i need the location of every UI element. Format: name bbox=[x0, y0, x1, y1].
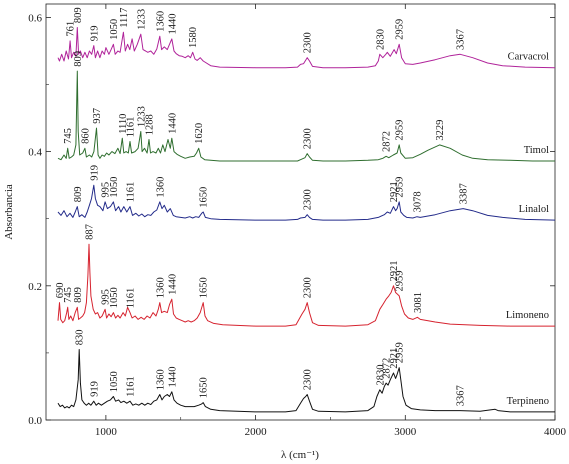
peak-label: 3367 bbox=[456, 29, 467, 50]
peak-label: 1440 bbox=[167, 367, 178, 388]
peak-label: 2959 bbox=[395, 271, 406, 292]
peak-label: 1620 bbox=[194, 123, 205, 144]
x-tick-label: 4000 bbox=[544, 426, 567, 438]
peak-label: 809 bbox=[73, 51, 84, 67]
peak-label: 830 bbox=[75, 329, 86, 345]
series-line-linalol bbox=[57, 184, 556, 221]
peak-label: 937 bbox=[92, 108, 103, 124]
peak-label: 3367 bbox=[456, 385, 467, 406]
peak-label: 995 bbox=[101, 289, 112, 305]
peak-label: 2300 bbox=[303, 277, 314, 298]
peak-label: 1360 bbox=[155, 277, 166, 298]
series-name-label: Terpineno bbox=[507, 396, 549, 407]
peak-label: 809 bbox=[73, 187, 84, 203]
x-tick-label: 2000 bbox=[245, 426, 268, 438]
peak-label: 745 bbox=[63, 128, 74, 144]
peak-label: 3229 bbox=[435, 120, 446, 141]
peak-label: 919 bbox=[89, 165, 100, 181]
peak-label: 860 bbox=[80, 128, 91, 144]
peak-label: 1050 bbox=[109, 371, 120, 392]
peak-label: 2921 bbox=[389, 261, 400, 282]
y-tick-label: 0.6 bbox=[28, 12, 42, 24]
peak-label: 2830 bbox=[375, 365, 386, 386]
peak-label: 1650 bbox=[199, 377, 210, 398]
series-line-terpineno bbox=[57, 349, 555, 413]
peak-label: 1580 bbox=[188, 27, 199, 48]
x-tick-label: 3000 bbox=[394, 426, 417, 438]
x-axis-title: λ (cm⁻¹) bbox=[281, 449, 319, 461]
peak-label: 761 bbox=[66, 21, 77, 37]
series-line-carvacrol bbox=[57, 27, 556, 69]
peak-label: 745 bbox=[63, 287, 74, 303]
peak-label: 1288 bbox=[145, 114, 156, 135]
peak-label: 1161 bbox=[126, 182, 137, 203]
peak-label: 1440 bbox=[167, 14, 178, 35]
axes: 1000 2000 3000 4000 0.0 0.2 0.4 0.6 bbox=[28, 4, 567, 438]
series-name-label: Carvacrol bbox=[508, 52, 549, 63]
y-tick-label: 0.2 bbox=[28, 281, 42, 293]
peak-label: 1161 bbox=[126, 288, 137, 309]
peak-label: 2300 bbox=[303, 369, 314, 390]
peak-label: 1360 bbox=[155, 177, 166, 198]
peak-label: 1050 bbox=[109, 177, 120, 198]
peak-label: 1050 bbox=[109, 19, 120, 40]
peak-label: 1360 bbox=[155, 369, 166, 390]
peak-label: 1117 bbox=[119, 8, 130, 28]
series-name-label: Limoneno bbox=[506, 310, 549, 321]
series-line-limoneno bbox=[57, 243, 555, 327]
peak-label: 1440 bbox=[167, 274, 178, 295]
peak-label: 2921 bbox=[389, 181, 400, 202]
y-axis-title: Absorbancia bbox=[3, 184, 15, 240]
peak-label: 3081 bbox=[413, 292, 424, 313]
peak-label: 2959 bbox=[395, 342, 406, 363]
peak-label: 2959 bbox=[395, 177, 406, 198]
peak-label: 919 bbox=[89, 381, 100, 397]
y-tick-label: 0.4 bbox=[28, 147, 42, 159]
peak-label: 2959 bbox=[395, 19, 406, 40]
peak-label: 919 bbox=[89, 26, 100, 42]
peak-label: 1650 bbox=[199, 187, 210, 208]
peak-label: 2300 bbox=[303, 189, 314, 210]
x-tick-label: 1000 bbox=[95, 426, 118, 438]
peak-label: 809 bbox=[73, 287, 84, 303]
peak-label: 809 bbox=[73, 7, 84, 23]
series-name-label: Timol bbox=[524, 145, 549, 156]
peak-label: 1360 bbox=[155, 11, 166, 32]
peak-label: 2872 bbox=[382, 358, 393, 379]
peak-label: 1050 bbox=[109, 287, 120, 308]
peak-label: 3387 bbox=[459, 183, 470, 204]
series-name-label: Linalol bbox=[519, 204, 549, 215]
series-line-timol bbox=[57, 70, 555, 162]
peak-label: 2830 bbox=[375, 29, 386, 50]
peak-label: 2300 bbox=[303, 32, 314, 53]
peak-label: 1440 bbox=[167, 113, 178, 134]
peak-label: 1161 bbox=[126, 117, 137, 138]
peak-label: 1233 bbox=[136, 106, 147, 127]
peak-label: 1110 bbox=[118, 114, 129, 134]
peak-label: 995 bbox=[101, 182, 112, 198]
peak-label: 887 bbox=[85, 224, 96, 240]
y-tick-label: 0.0 bbox=[28, 415, 42, 427]
peak-label: 1650 bbox=[199, 277, 210, 298]
series-group: Carvacrol Timol Linalol Limoneno Terpineno bbox=[57, 27, 556, 413]
peak-label: 690 bbox=[55, 282, 66, 298]
peak-label: 2959 bbox=[395, 120, 406, 141]
peak-label: 1233 bbox=[136, 9, 147, 30]
peak-label: 2300 bbox=[303, 128, 314, 149]
peak-label: 2872 bbox=[382, 131, 393, 152]
peak-label: 1161 bbox=[126, 376, 137, 397]
plot-frame bbox=[45, 3, 556, 421]
peak-label: 2921 bbox=[389, 348, 400, 369]
peak-label: 3078 bbox=[413, 191, 424, 212]
